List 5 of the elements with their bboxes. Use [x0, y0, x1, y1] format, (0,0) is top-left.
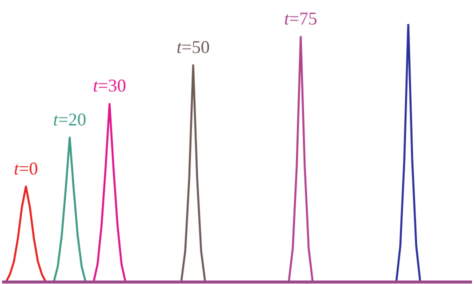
- series-label: t=75: [284, 8, 318, 29]
- series-label: t=20: [53, 109, 86, 130]
- series-label: t=50: [176, 37, 210, 58]
- series-label: t=0: [14, 158, 38, 178]
- series-label: t=30: [92, 76, 126, 96]
